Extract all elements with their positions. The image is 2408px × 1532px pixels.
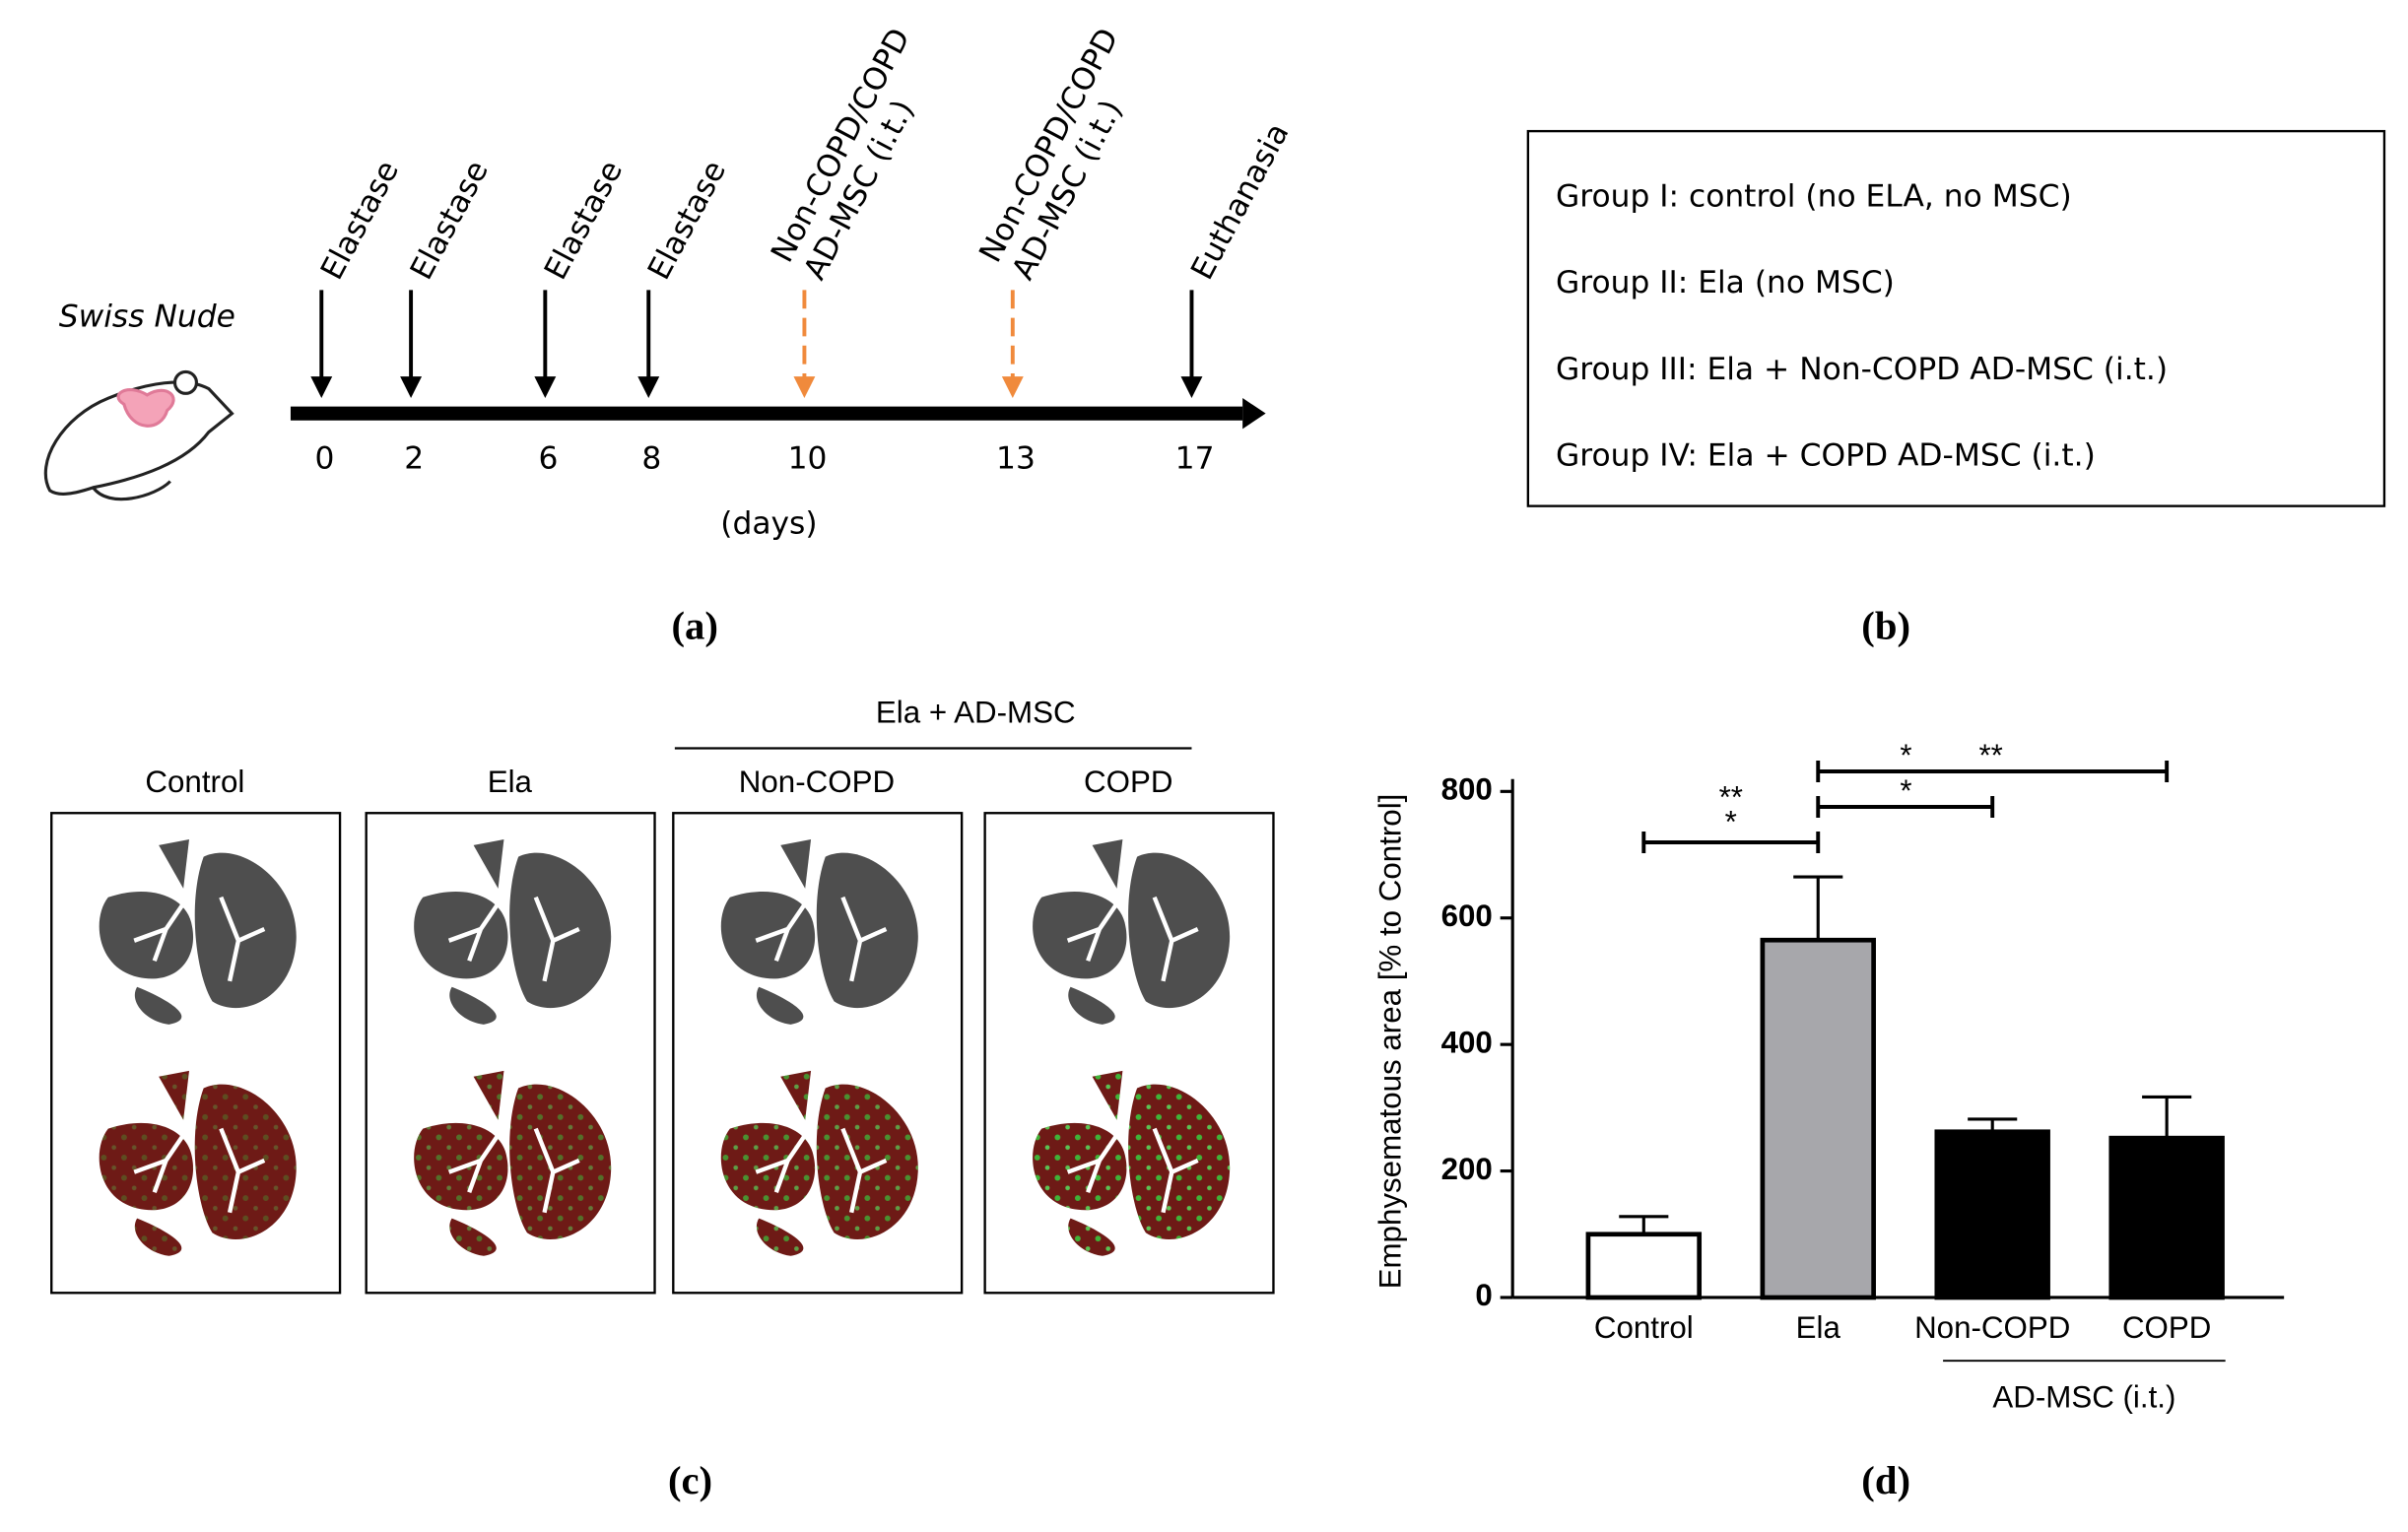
bar	[1585, 1232, 1703, 1300]
event-arrowhead	[310, 376, 333, 399]
event-label-line: Elastase	[538, 155, 630, 286]
day-label: 13	[996, 441, 1036, 477]
event-label-line: Elastase	[314, 155, 406, 286]
group-item: Group II: Ela (no MSC)	[1556, 265, 1895, 300]
groups-box	[1526, 129, 2386, 507]
panel-label: (c)	[668, 1458, 712, 1502]
day-label: 10	[788, 441, 828, 477]
event-arrowhead	[637, 376, 660, 399]
event-label-line: Elastase	[404, 155, 496, 286]
image-frame	[983, 812, 1275, 1295]
event-label: Elastase	[314, 155, 406, 286]
event-label: Elastase	[404, 155, 496, 286]
axis-label: (days)	[720, 505, 817, 541]
y-tick-label: 200	[1441, 1152, 1493, 1186]
significance-label: *	[1900, 773, 1911, 808]
image-frame	[50, 812, 342, 1295]
column-header: Ela	[488, 765, 533, 799]
day-label: 0	[314, 441, 334, 477]
event-arrowhead	[1180, 376, 1203, 399]
event-arrowhead	[793, 376, 816, 399]
event-label-line: Euthanasia	[1184, 117, 1297, 286]
panel-label: (b)	[1861, 603, 1910, 647]
image-frame	[365, 812, 656, 1295]
group-item: Group III: Ela + Non-COPD AD-MSC (i.t.)	[1556, 352, 2168, 387]
x-tick-label: Non-COPD	[1914, 1310, 2070, 1345]
group-item: Group I: control (no ELA, no MSC)	[1556, 178, 2072, 214]
significance-bracket	[1816, 761, 2170, 782]
subject: Swiss Nude	[59, 300, 235, 335]
column-header: COPD	[1084, 765, 1172, 799]
y-tick-label: 0	[1475, 1278, 1492, 1312]
images: Control Ela Non-COPD COPD	[50, 765, 1275, 1295]
day-label: 17	[1175, 441, 1215, 477]
panel-label: (d)	[1861, 1458, 1910, 1502]
group-header: Ela + AD-MSC	[876, 695, 1076, 729]
event-label: Euthanasia	[1184, 117, 1297, 286]
image-frame	[672, 812, 964, 1295]
column-header: Control	[145, 765, 244, 799]
significance-bracket	[1816, 796, 1995, 818]
event-label: Elastase	[538, 155, 630, 286]
significance-label: *	[1900, 738, 1911, 772]
y-axis-label: Emphysematous area [% to Control]	[1372, 794, 1407, 1290]
significance-label: *	[1725, 804, 1737, 838]
event-label: Elastase	[641, 155, 733, 286]
x-tick-label: COPD	[2122, 1310, 2211, 1345]
bar	[1934, 1129, 2050, 1300]
x-tick-label: Control	[1594, 1310, 1694, 1345]
panel-label: (a)	[671, 603, 717, 647]
group-label: AD-MSC (i.t.)	[1992, 1380, 2175, 1415]
bar	[2108, 1135, 2225, 1300]
y-tick-label: 400	[1441, 1025, 1493, 1059]
event-arrowhead	[1001, 376, 1024, 399]
significance-label: **	[1719, 779, 1743, 814]
column-header: Non-COPD	[739, 765, 895, 799]
event-arrowhead	[534, 376, 557, 399]
event-label-line: Elastase	[641, 155, 733, 286]
x-tick-label: Ela	[1796, 1310, 1841, 1345]
day-label: 8	[641, 441, 661, 477]
day-label: 2	[404, 441, 424, 477]
event-arrowhead	[400, 376, 423, 399]
bar	[1760, 937, 1876, 1300]
y-tick-label: 600	[1441, 899, 1493, 933]
mouse-icon	[43, 369, 234, 501]
groups: Group I: control (no ELA, no MSC) Group I…	[1556, 178, 2168, 473]
day-label: 6	[539, 441, 559, 477]
bar-chart: 0 200 400 600 800 Emphysematous area [% to Co…	[1372, 738, 2285, 1415]
significance-label: **	[1978, 738, 2002, 772]
y-tick-label: 800	[1441, 772, 1493, 807]
significance-bracket	[1641, 832, 1821, 853]
timeline-arrowhead	[1242, 398, 1266, 430]
group-item: Group IV: Ela + COPD AD-MSC (i.t.)	[1556, 438, 2096, 474]
